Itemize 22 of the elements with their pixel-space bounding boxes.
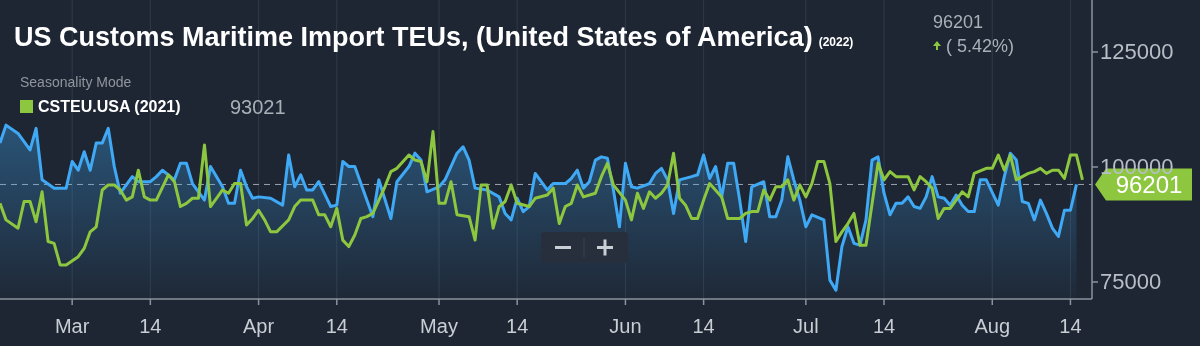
text: US Customs Maritime Import TEUs, (United States of America)	[14, 22, 813, 52]
y-tick-label: 125000	[1100, 39, 1174, 65]
x-tick-label: 14	[692, 315, 715, 337]
x-tick-label: Jun	[609, 315, 642, 337]
x-tick-label: 14	[872, 315, 896, 337]
text: (2022)	[818, 35, 854, 49]
legend-title: Seasonality Mode	[20, 74, 132, 90]
x-tick-label: Jul	[793, 315, 819, 337]
x-tick-label: Aug	[974, 315, 1011, 337]
x-tick-label: 14	[506, 315, 529, 337]
legend-label: CSTEU.USA (2021)	[38, 98, 181, 115]
y-tick-label: 75000	[1100, 269, 1162, 295]
x-tick-label: 14	[1059, 315, 1082, 337]
x-tick-label: 14	[325, 315, 348, 337]
x-tick-label: Apr	[243, 315, 275, 337]
annotation: 93021	[230, 96, 286, 118]
x-tick-label: Mar	[54, 315, 90, 337]
x-tick-label: 14	[139, 315, 162, 337]
x-tick-label: May	[420, 315, 458, 337]
annotation: 96201	[933, 12, 984, 32]
line-series	[0, 130, 1084, 267]
annotation: ( 5.42%)	[946, 36, 1015, 56]
